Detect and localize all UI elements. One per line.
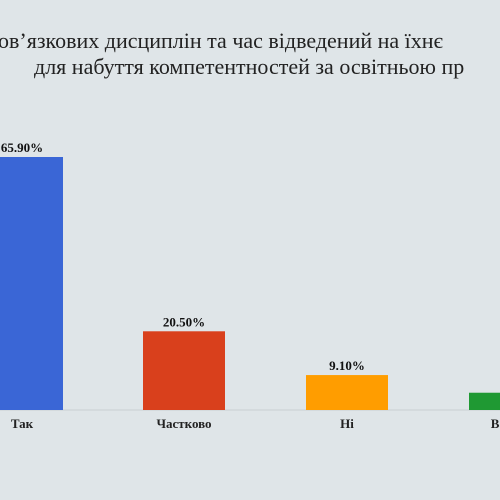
bar-4 <box>469 392 500 410</box>
chart-title-line-2: для набуття компетентностей за освітньою… <box>34 54 465 79</box>
chart-title: ов’язкових дисциплін та час відведений н… <box>0 0 500 90</box>
bar-value-label-2: 20.50% <box>163 314 205 329</box>
bar-2 <box>143 331 225 410</box>
category-label-4: Важко <box>491 416 500 431</box>
bar-value-label-3: 9.10% <box>329 358 365 373</box>
category-label-3: Ні <box>340 416 354 431</box>
chart-title-line-1: ов’язкових дисциплін та час відведений н… <box>0 28 443 53</box>
bar-3 <box>306 375 388 410</box>
bar-1 <box>0 157 63 410</box>
category-label-1: Так <box>11 416 34 431</box>
category-label-2: Частково <box>156 416 211 431</box>
bar-value-label-1: 65.90% <box>1 140 43 155</box>
